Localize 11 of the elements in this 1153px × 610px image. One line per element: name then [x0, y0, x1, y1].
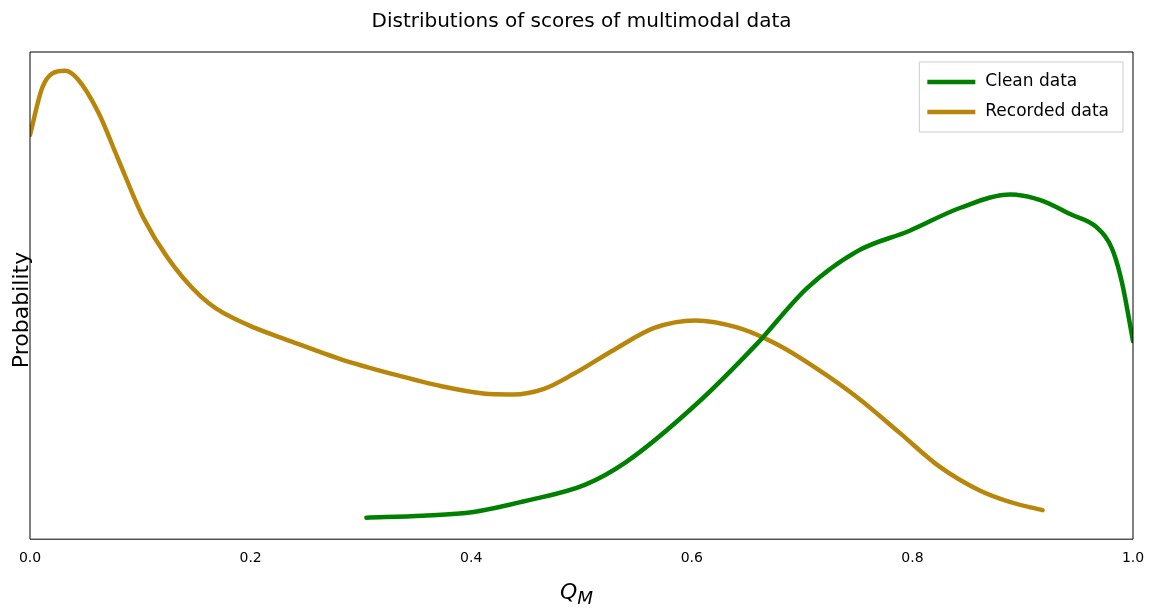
x-tick-label: 1.0: [1121, 549, 1145, 566]
legend-label: Clean data: [985, 70, 1078, 91]
chart-title: Distributions of scores of multimodal data: [371, 8, 792, 33]
x-tick-label: 0.0: [18, 549, 42, 566]
legend-label: Recorded data: [985, 100, 1110, 121]
x-tick-label: 0.2: [239, 549, 262, 566]
y-axis-title: Probability: [7, 251, 33, 369]
x-axis-title: Q$_{M}$: [558, 578, 595, 608]
x-tick-label: 0.8: [901, 549, 924, 566]
x-tick-label: 0.4: [460, 549, 483, 566]
x-tick-label: 0.6: [680, 549, 704, 566]
